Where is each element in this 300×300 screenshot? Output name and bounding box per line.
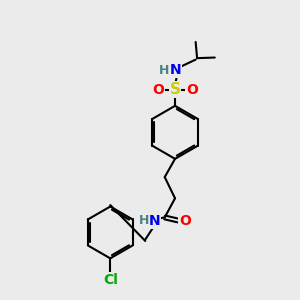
Text: H: H	[139, 214, 149, 227]
Text: N: N	[149, 214, 161, 228]
Text: O: O	[179, 214, 191, 228]
Text: O: O	[152, 82, 164, 97]
Text: N: N	[170, 64, 182, 77]
Text: S: S	[169, 82, 181, 97]
Text: Cl: Cl	[103, 273, 118, 286]
Text: O: O	[186, 82, 198, 97]
Text: H: H	[159, 64, 169, 77]
